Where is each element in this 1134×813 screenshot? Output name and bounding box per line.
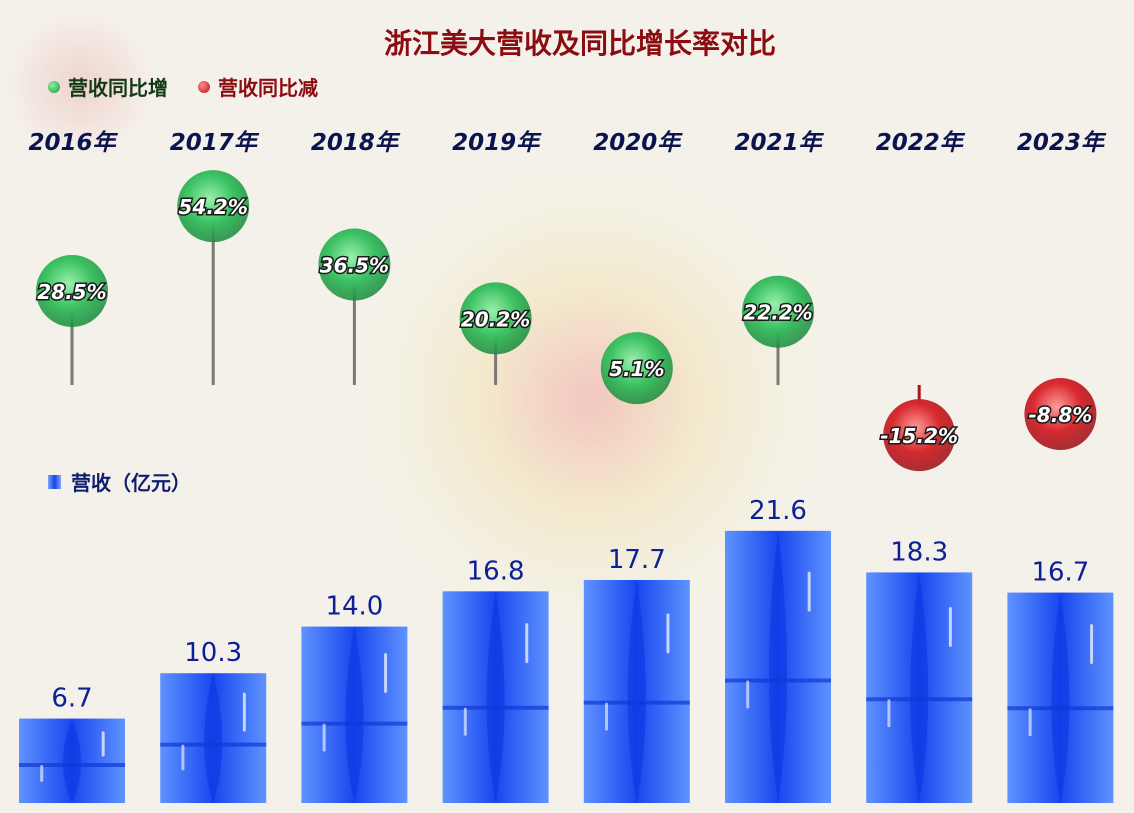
bar-highlight: [322, 723, 326, 752]
legend-growth: 营收同比增 营收同比减: [48, 72, 318, 101]
bar-decor: [1051, 592, 1070, 803]
bar-highlight: [605, 702, 608, 731]
bar-decor: [204, 673, 223, 803]
bar-decor: [627, 579, 646, 803]
legend-growth-up-label: 营收同比增: [68, 76, 168, 100]
growth-ball: [318, 228, 391, 301]
year-label: 2018年: [311, 130, 401, 156]
green-dot-icon: [48, 80, 60, 93]
growth-data-label: -15.2%: [880, 424, 958, 448]
revenue-data-label: 18.3: [890, 537, 948, 567]
growth-data-label: -8.8%: [1029, 403, 1093, 427]
decline-ball: [1024, 378, 1097, 451]
bar-highlight: [40, 765, 44, 782]
bar-highlight: [101, 731, 105, 757]
legend-item-growth-down: 营收同比减: [198, 72, 318, 101]
bar-highlight: [242, 692, 246, 732]
bar-highlight: [463, 707, 467, 736]
revenue-data-label: 17.7: [608, 545, 666, 575]
revenue-data-label: 16.8: [467, 556, 525, 586]
bar-decor: [486, 591, 505, 803]
bar-highlight: [887, 699, 891, 728]
bar-decor: [769, 530, 787, 803]
bar-highlight: [384, 653, 388, 694]
growth-ball: [36, 254, 108, 327]
red-dot-icon: [198, 80, 210, 93]
legend-growth-down-label: 营收同比减: [218, 76, 318, 100]
revenue-data-label: 10.3: [184, 638, 242, 668]
revenue-data-label: 14.0: [325, 592, 383, 622]
bar-decor: [345, 626, 364, 803]
year-label: 2020年: [593, 130, 683, 156]
bar-highlight: [948, 607, 952, 648]
legend-item-growth-up: 营收同比增: [48, 72, 168, 101]
legend-revenue: 营收（亿元）: [48, 467, 191, 496]
growth-data-label: 20.2%: [461, 307, 530, 331]
year-label: 2022年: [876, 130, 966, 156]
bar-highlight: [525, 623, 529, 664]
bar-decor: [910, 572, 929, 803]
background-logo-glow: [5, 10, 155, 160]
growth-data-label: 54.2%: [179, 195, 248, 219]
chart-title: 浙江美大营收及同比增长率对比: [383, 27, 776, 60]
bar-highlight: [746, 680, 750, 709]
growth-data-label: 22.2%: [743, 301, 812, 325]
revenue-data-label: 6.7: [51, 684, 92, 714]
growth-data-label: 28.5%: [37, 280, 106, 304]
bar-highlight: [1028, 708, 1032, 737]
blue-square-icon: [48, 474, 61, 489]
growth-ball: [600, 332, 673, 405]
year-label: 2019年: [452, 130, 542, 156]
revenue-data-label: 21.6: [749, 496, 807, 526]
decline-ball: [883, 399, 956, 472]
legend-revenue-label: 营收（亿元）: [71, 471, 191, 495]
growth-ball: [742, 275, 814, 348]
growth-data-label: 5.1%: [609, 357, 664, 381]
year-label: 2021年: [734, 130, 824, 156]
year-label: 2023年: [1017, 130, 1107, 156]
bar-highlight: [666, 613, 670, 654]
year-label: 2017年: [170, 130, 260, 156]
bar-highlight: [181, 744, 185, 771]
growth-ball: [177, 170, 250, 243]
bar-highlight: [807, 571, 811, 612]
bar-highlight: [1090, 624, 1094, 665]
growth-ball: [459, 282, 532, 355]
growth-data-label: 36.5%: [320, 254, 389, 278]
revenue-data-label: 16.7: [1031, 558, 1089, 588]
bar-decor: [63, 718, 81, 803]
year-label: 2016年: [28, 130, 118, 156]
